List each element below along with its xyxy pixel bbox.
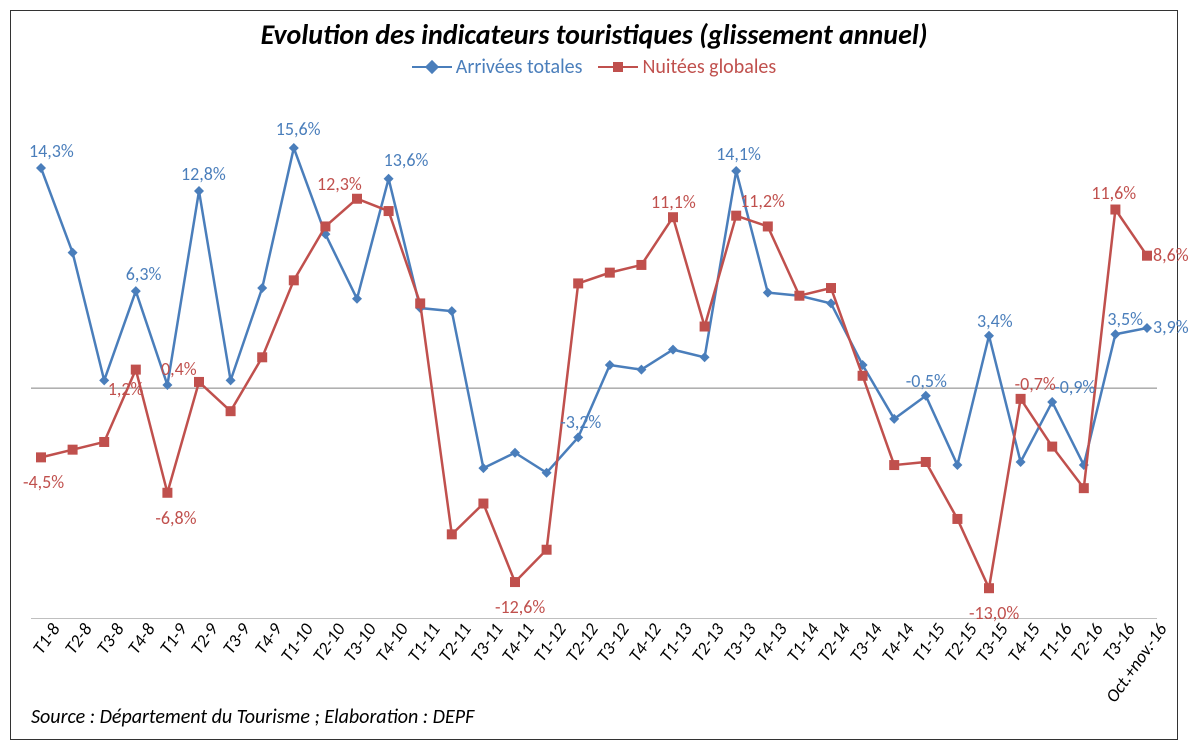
- x-axis-label: T2-8: [60, 619, 97, 658]
- x-axis-label: T3-12: [592, 619, 634, 666]
- x-axis-label: T1-14: [782, 619, 824, 666]
- x-axis-label: T3-15: [971, 619, 1013, 666]
- data-label: -12,6%: [495, 596, 545, 618]
- x-axis-label: T3-10: [339, 619, 381, 666]
- data-label: 8,6%: [1153, 244, 1189, 266]
- chart-title: Evolution des indicateurs touristiques (…: [11, 17, 1177, 52]
- data-label: -3,2%: [560, 411, 601, 433]
- x-axis-label: T4-14: [876, 619, 918, 666]
- data-label: 11,1%: [651, 191, 696, 213]
- x-axis-label: T3-8: [92, 619, 129, 658]
- data-label: 6,3%: [126, 263, 162, 285]
- x-axis-label: T2-13: [687, 619, 729, 666]
- plot-area: 14,3% 6,3% 12,8% 15,6% 13,6% -3,2% 14,1% -0,5% 3…: [31, 111, 1157, 619]
- x-axis-label: T1-15: [908, 619, 950, 666]
- x-axis-label: T4-15: [1003, 619, 1045, 666]
- x-axis-label: T3-13: [718, 619, 760, 666]
- data-label: -0,7%: [1015, 373, 1056, 395]
- data-label: 0,4%: [161, 358, 197, 380]
- chart-svg: [31, 111, 1157, 619]
- data-label: 3,5%: [1107, 308, 1143, 330]
- chart-container: Evolution des indicateurs touristiques (…: [10, 10, 1178, 740]
- data-label: 11,6%: [1091, 182, 1136, 204]
- x-axis-label: T1-16: [1034, 619, 1076, 666]
- data-label: 11,2%: [740, 190, 785, 212]
- legend-item: Nuitées globales: [598, 55, 776, 79]
- x-axis-label: T4-12: [624, 619, 666, 666]
- legend-label: Nuitées globales: [642, 55, 776, 79]
- x-axis-label: T4-11: [497, 619, 539, 666]
- x-axis-label: T1-10: [276, 619, 318, 666]
- legend-label: Arrivées totales: [456, 55, 583, 79]
- x-axis-label: T2-11: [434, 619, 476, 666]
- data-label: -0,9%: [1054, 376, 1095, 398]
- chart-legend: Arrivées totales Nuitées globales: [11, 54, 1177, 79]
- data-label: 12,8%: [181, 163, 226, 185]
- data-label: 13,6%: [384, 149, 429, 171]
- data-label: 3,4%: [977, 310, 1013, 332]
- x-axis-label: T1-13: [655, 619, 697, 666]
- x-axis-label: T1-11: [402, 619, 444, 666]
- x-axis-label: T1-9: [155, 619, 192, 658]
- data-label: 14,3%: [29, 140, 74, 162]
- legend-item: Arrivées totales: [412, 55, 583, 79]
- x-axis-label: T1-12: [529, 619, 571, 666]
- x-axis-label: T2-14: [813, 619, 855, 666]
- data-label: -6,8%: [155, 507, 196, 529]
- x-axis-label: T4-8: [123, 619, 160, 658]
- x-axis-label: T2-15: [940, 619, 982, 666]
- x-axis-label: T2-16: [1066, 619, 1108, 666]
- x-axis-label: T2-12: [560, 619, 602, 666]
- data-label: 15,6%: [276, 118, 321, 140]
- x-axis-label: T3-9: [218, 619, 255, 658]
- x-axis-label: T4-13: [750, 619, 792, 666]
- data-label: -0,5%: [906, 370, 947, 392]
- data-label: 12,3%: [317, 173, 362, 195]
- chart-source: Source : Département du Tourisme ; Elabo…: [31, 705, 474, 729]
- x-axis-label: T3-14: [845, 619, 887, 666]
- x-axis-label: T2-10: [308, 619, 350, 666]
- data-label: 14,1%: [716, 143, 761, 165]
- data-label: -4,5%: [23, 471, 64, 493]
- x-axis-labels: T1-8T2-8T3-8T4-8T1-9T2-9T3-9T4-9T1-10T2-…: [31, 619, 1157, 699]
- x-axis-label: T3-11: [466, 619, 508, 666]
- data-label: 3,9%: [1153, 316, 1189, 338]
- square-icon: [613, 62, 623, 72]
- data-label: 1,2%: [108, 378, 144, 400]
- x-axis-label: T2-9: [186, 619, 223, 658]
- x-axis-label: T1-8: [28, 619, 65, 658]
- x-axis-label: T4-10: [371, 619, 413, 666]
- diamond-icon: [425, 60, 439, 74]
